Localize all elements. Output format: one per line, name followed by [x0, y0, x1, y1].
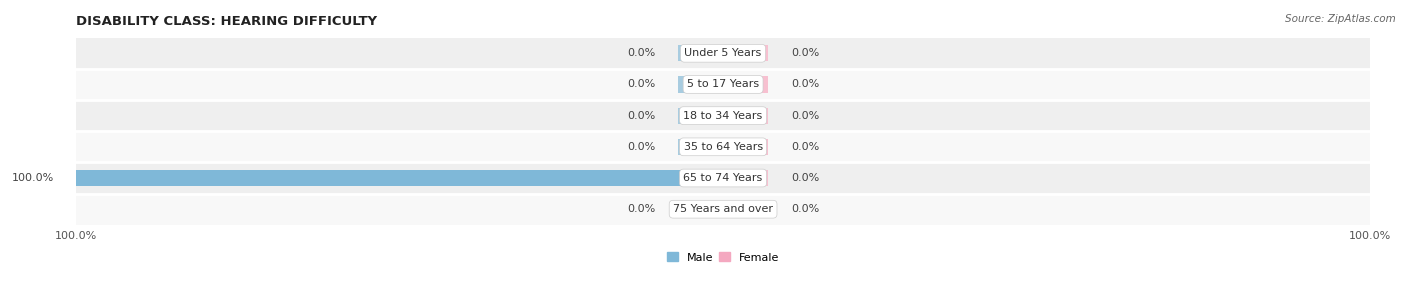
Text: 0.0%: 0.0% — [792, 204, 820, 214]
Bar — [723, 76, 768, 92]
Bar — [76, 131, 1369, 162]
Text: 5 to 17 Years: 5 to 17 Years — [688, 80, 759, 89]
Bar — [723, 139, 768, 155]
Bar — [678, 201, 723, 217]
Text: 0.0%: 0.0% — [792, 173, 820, 183]
Bar — [76, 162, 1369, 194]
Text: 65 to 74 Years: 65 to 74 Years — [683, 173, 762, 183]
Text: Under 5 Years: Under 5 Years — [685, 48, 762, 58]
Text: 0.0%: 0.0% — [792, 80, 820, 89]
Text: 100.0%: 100.0% — [11, 173, 53, 183]
Text: 0.0%: 0.0% — [627, 204, 655, 214]
Text: 0.0%: 0.0% — [792, 48, 820, 58]
Bar — [76, 38, 1369, 69]
Bar — [76, 194, 1369, 225]
Text: 35 to 64 Years: 35 to 64 Years — [683, 142, 762, 152]
Text: 0.0%: 0.0% — [627, 80, 655, 89]
Text: Source: ZipAtlas.com: Source: ZipAtlas.com — [1285, 14, 1396, 24]
Bar — [678, 139, 723, 155]
Bar — [723, 45, 768, 62]
Bar — [76, 100, 1369, 131]
Bar — [723, 170, 768, 186]
Bar — [678, 76, 723, 92]
Bar — [678, 45, 723, 62]
Text: 75 Years and over: 75 Years and over — [673, 204, 773, 214]
Bar — [76, 170, 723, 186]
Text: 18 to 34 Years: 18 to 34 Years — [683, 111, 762, 121]
Bar — [723, 107, 768, 124]
Text: 0.0%: 0.0% — [627, 142, 655, 152]
Text: 0.0%: 0.0% — [792, 142, 820, 152]
Text: 0.0%: 0.0% — [627, 48, 655, 58]
Bar — [723, 201, 768, 217]
Legend: Male, Female: Male, Female — [666, 252, 779, 263]
Text: 0.0%: 0.0% — [792, 111, 820, 121]
Bar — [76, 69, 1369, 100]
Bar — [678, 107, 723, 124]
Text: DISABILITY CLASS: HEARING DIFFICULTY: DISABILITY CLASS: HEARING DIFFICULTY — [76, 15, 377, 28]
Text: 0.0%: 0.0% — [627, 111, 655, 121]
